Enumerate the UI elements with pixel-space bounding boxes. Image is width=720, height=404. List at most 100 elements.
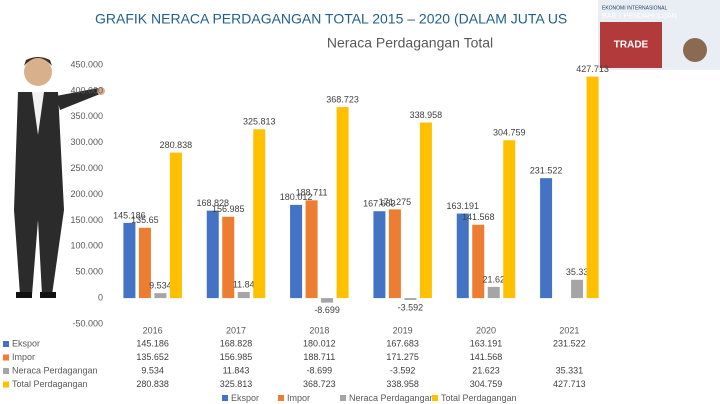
bar (123, 222, 136, 299)
legend-label: Neraca Perdagangan (349, 393, 435, 403)
y-tick-label: 100.000 (70, 241, 103, 251)
data-label: 171.275 (379, 197, 412, 207)
y-tick-label: 0 (98, 292, 103, 302)
table-cell: 325.813 (220, 379, 253, 389)
table-cell: 368.723 (303, 379, 336, 389)
x-category-label: 2019 (393, 325, 413, 335)
bar (336, 107, 349, 299)
data-label: 141.568 (462, 212, 495, 222)
data-label: 280.838 (160, 140, 193, 150)
legend-label: Ekspor (231, 393, 259, 403)
x-category-label: 2020 (476, 325, 496, 335)
overlay-sign: TRADE (614, 40, 649, 51)
table-cell: 9.534 (141, 365, 164, 375)
table-cell: 180.012 (303, 338, 336, 348)
table-cell: 11.843 (223, 365, 250, 375)
table-row-label: Ekspor (12, 338, 40, 348)
table-cell: -8.699 (307, 365, 333, 375)
bar (373, 211, 386, 299)
data-label: 427.713 (576, 64, 609, 74)
data-label: 35.33 (566, 267, 589, 277)
table-cell: 304.759 (470, 379, 503, 389)
table-cell: 167.683 (386, 338, 419, 348)
data-label: 368.723 (326, 94, 359, 104)
data-label: 180.012 (280, 192, 313, 202)
table-cell: 188.711 (303, 352, 335, 362)
table-cell: 171.275 (386, 352, 419, 362)
bar (321, 298, 334, 303)
data-label: 325.813 (243, 117, 276, 127)
bar (253, 129, 266, 299)
y-tick-label: 350.000 (70, 111, 103, 121)
table-row-key (3, 381, 9, 388)
overlay-course: EKONOMI INTERNASIONAL (602, 5, 668, 11)
x-category-label: 2017 (226, 325, 246, 335)
y-tick-label: 50.000 (75, 267, 103, 277)
data-label: 167.683 (363, 199, 396, 209)
table-cell: 168.828 (220, 338, 253, 348)
presenter-figure (14, 57, 105, 298)
bar (237, 291, 250, 299)
bar (472, 224, 485, 299)
legend-key (340, 395, 346, 401)
bar (290, 204, 303, 299)
data-label: 9.534 (149, 281, 172, 291)
data-label: 21.62 (482, 274, 505, 284)
bar (154, 293, 167, 299)
table-cell: 156.985 (220, 352, 253, 362)
y-tick-label: 300.000 (70, 137, 103, 147)
table-cell: 280.838 (136, 379, 169, 389)
bar (540, 178, 553, 299)
bar (404, 298, 417, 300)
bar (456, 213, 469, 299)
data-label: 338.958 (410, 110, 443, 120)
y-tick-label: 150.000 (70, 215, 103, 225)
table-cell: 35.331 (556, 365, 584, 375)
table-row-key (3, 354, 9, 361)
table-cell: 231.522 (553, 338, 586, 348)
bar (571, 279, 584, 299)
table-row-key (3, 341, 9, 347)
table-cell: 145.186 (136, 338, 169, 348)
legend-label: Total Perdagangan (441, 393, 517, 403)
data-label: 163.191 (446, 201, 479, 211)
data-label: 304.759 (493, 128, 526, 138)
bar (305, 200, 318, 299)
bar (222, 216, 235, 299)
slide-title: GRAFIK NERACA PERDAGANGAN TOTAL 2015 – 2… (95, 11, 567, 27)
bar (586, 76, 599, 299)
y-tick-label: 450.000 (70, 59, 103, 69)
bar (138, 227, 151, 299)
table-cell: 163.191 (470, 338, 503, 348)
y-tick-label: 200.000 (70, 189, 103, 199)
data-label: 231.522 (530, 166, 563, 176)
bar (503, 140, 516, 299)
table-row-label: Total Perdagangan (12, 379, 88, 389)
bar (487, 286, 500, 299)
table-row-key (3, 368, 9, 374)
data-label: 168.828 (196, 198, 229, 208)
table-cell: 135.652 (136, 352, 169, 362)
y-tick-label: -50.000 (72, 318, 103, 328)
table-cell: 338.958 (386, 379, 419, 389)
bar (206, 210, 219, 299)
x-category-label: 2018 (309, 325, 329, 335)
legend-key (278, 395, 284, 401)
bar (169, 152, 182, 299)
data-label: -8.699 (314, 305, 340, 315)
data-label: -3.592 (398, 302, 424, 312)
table-row-label: Neraca Perdagangan (12, 365, 98, 375)
data-label: 156.985 (212, 204, 245, 214)
bar (388, 209, 401, 299)
y-tick-label: 400.000 (70, 85, 103, 95)
table-cell: 427.713 (553, 379, 586, 389)
table-cell: -3.592 (390, 365, 416, 375)
y-tick-label: 250.000 (70, 163, 103, 173)
chart-title: Neraca Perdagangan Total (327, 35, 493, 51)
legend-key (222, 395, 228, 401)
data-label: 145.186 (113, 210, 146, 220)
x-category-label: 2021 (559, 325, 579, 335)
data-label: 188.711 (296, 188, 328, 198)
table-cell: 141.568 (470, 352, 503, 362)
